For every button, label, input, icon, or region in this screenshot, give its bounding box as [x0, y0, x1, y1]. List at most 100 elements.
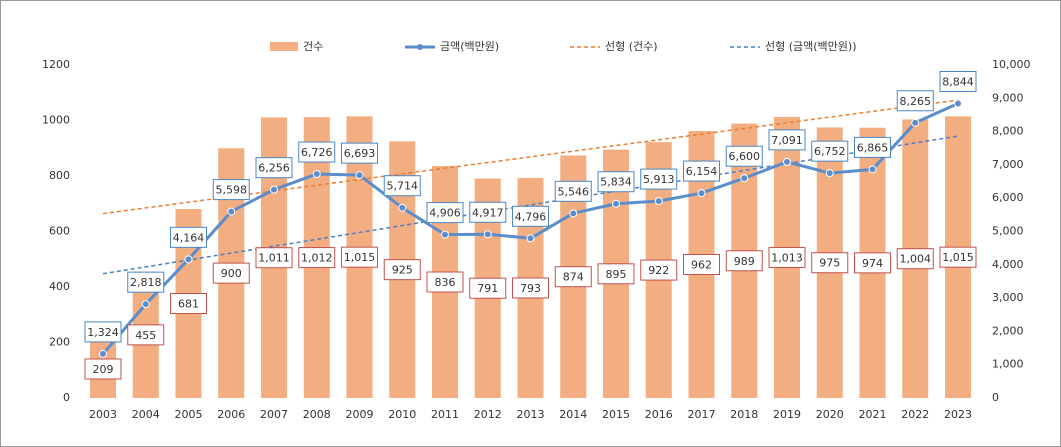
label-box [811, 140, 849, 162]
y-tick-label: 1200 [42, 58, 70, 71]
line-point [99, 349, 107, 358]
y-tick-label: 600 [49, 225, 70, 238]
line-point [441, 230, 449, 239]
x-tick-label: 2012 [474, 408, 502, 421]
label-box [298, 141, 336, 163]
label-box [811, 252, 849, 274]
line-point [697, 189, 706, 198]
label-box [170, 226, 207, 248]
y2-tick-label: 5,000 [992, 225, 1024, 238]
label-box [597, 171, 635, 193]
legend-label: 선형 (건수) [605, 40, 658, 53]
line-point [227, 207, 236, 216]
data-label: 6,600 [729, 150, 761, 163]
x-tick-label: 2016 [645, 408, 673, 421]
x-tick-label: 2013 [517, 408, 545, 421]
y2-tick-label: 8,000 [992, 125, 1024, 138]
line-point [954, 99, 962, 108]
data-label: 1,004 [900, 253, 932, 266]
data-label: 681 [178, 298, 199, 311]
line-point [483, 230, 492, 239]
label-box [469, 277, 507, 299]
label-box [426, 271, 464, 293]
label-box [84, 358, 122, 380]
data-label: 4,917 [472, 206, 504, 219]
x-tick-label: 2008 [303, 408, 331, 421]
line-point [526, 234, 535, 243]
legend-label: 건수 [303, 40, 323, 53]
label-box [597, 263, 635, 285]
data-label: 4,906 [429, 207, 461, 220]
x-tick-label: 2015 [602, 408, 630, 421]
label-box [854, 136, 891, 158]
label-box [170, 293, 207, 315]
x-tick-label: 2011 [431, 408, 459, 421]
line-point [312, 170, 321, 179]
y2-tick-label: 3,000 [992, 291, 1024, 304]
line-point [911, 118, 920, 127]
line-point [654, 197, 663, 206]
label-box [512, 205, 549, 227]
data-label: 975 [819, 257, 840, 270]
label-box [939, 70, 977, 92]
data-label: 793 [520, 282, 541, 295]
label-box [426, 202, 464, 224]
x-tick-label: 2023 [944, 408, 972, 421]
data-label: 6,865 [857, 141, 889, 154]
data-label: 1,012 [301, 252, 333, 265]
label-box [896, 248, 934, 270]
label-box [383, 175, 421, 197]
label-box [127, 271, 165, 293]
data-label: 4,796 [515, 210, 547, 223]
label-box [725, 250, 763, 272]
x-tick-label: 2021 [859, 408, 887, 421]
line-point [569, 209, 578, 218]
label-box [854, 252, 891, 274]
data-label: 6,726 [301, 146, 333, 159]
label-box [554, 266, 592, 288]
data-label: 962 [691, 259, 712, 272]
data-label: 4,164 [173, 231, 205, 244]
data-label: 6,256 [258, 162, 290, 175]
label-box [469, 201, 507, 223]
data-label: 8,265 [900, 95, 932, 108]
x-tick-label: 2003 [89, 408, 117, 421]
data-label: 900 [221, 267, 242, 280]
line-point [184, 255, 193, 264]
line-point [141, 300, 150, 309]
data-label: 1,011 [258, 252, 290, 265]
y2-tick-label: 2,000 [992, 324, 1024, 337]
y2-tick-label: 1,000 [992, 358, 1024, 371]
x-tick-label: 2017 [688, 408, 716, 421]
data-label: 209 [93, 363, 114, 376]
y2-tick-label: 6,000 [992, 191, 1024, 204]
x-tick-label: 2007 [260, 408, 288, 421]
line-point [740, 174, 749, 183]
data-label: 989 [734, 255, 755, 268]
data-label: 1,015 [344, 251, 376, 264]
data-label: 1,324 [87, 326, 119, 339]
data-label: 5,913 [643, 173, 675, 186]
label-box [683, 160, 720, 182]
legend-swatch [417, 44, 423, 50]
data-label: 791 [477, 282, 498, 295]
data-label: 2,818 [130, 276, 162, 289]
x-tick-label: 2020 [816, 408, 844, 421]
label-box [939, 246, 977, 268]
data-label: 1,013 [771, 251, 803, 264]
label-box [212, 179, 250, 201]
label-box [768, 246, 806, 268]
legend-label: 금액(백만원) [440, 40, 499, 53]
line-point [868, 165, 877, 174]
y-tick-label: 1000 [42, 114, 70, 127]
label-box [896, 90, 934, 112]
x-tick-label: 2009 [346, 408, 374, 421]
data-label: 1,015 [942, 251, 974, 264]
data-label: 874 [563, 271, 584, 284]
line-point [355, 171, 364, 180]
y2-tick-label: 10,000 [992, 58, 1031, 71]
label-box [127, 324, 165, 346]
data-label: 925 [392, 264, 413, 277]
label-box [768, 129, 806, 151]
